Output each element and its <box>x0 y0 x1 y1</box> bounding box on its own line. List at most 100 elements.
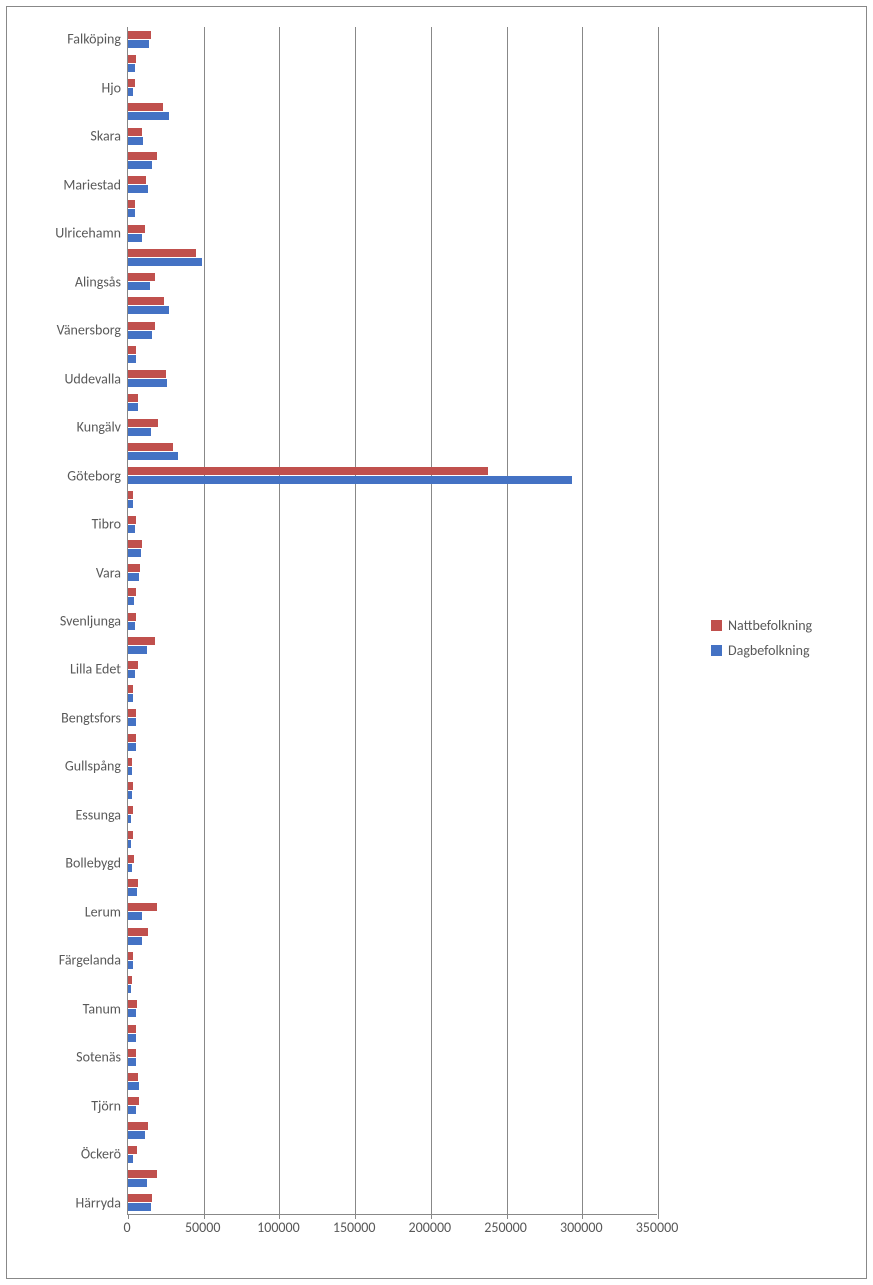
bar-dag <box>128 525 135 533</box>
y-axis-labels: FalköpingHjoSkaraMariestadUlricehamnAlin… <box>7 27 121 1215</box>
bar-natt <box>128 1025 136 1033</box>
bar-dag <box>128 646 147 654</box>
bar-natt <box>128 152 157 160</box>
x-tick-label: 0 <box>123 1219 130 1236</box>
bar-dag <box>128 331 152 339</box>
bar-natt <box>128 588 136 596</box>
chart-container: FalköpingHjoSkaraMariestadUlricehamnAlin… <box>6 6 867 1279</box>
y-tick-label: Mariestad <box>63 176 121 193</box>
bar-dag <box>128 937 142 945</box>
legend-item-dag: Dagbefolkning <box>711 642 856 659</box>
bar-natt <box>128 952 133 960</box>
y-tick-label: Svenljunga <box>60 613 121 630</box>
bar-natt <box>128 225 145 233</box>
bar-natt <box>128 1194 152 1202</box>
bar-dag <box>128 185 148 193</box>
y-tick-label: Göteborg <box>67 467 121 484</box>
bar-dag <box>128 597 134 605</box>
y-tick-label: Lerum <box>85 903 121 920</box>
bar-natt <box>128 200 135 208</box>
bar-dag <box>128 1155 133 1163</box>
y-tick-label: Kungälv <box>77 419 121 436</box>
bar-natt <box>128 1000 137 1008</box>
bar-dag <box>128 864 132 872</box>
bar-dag <box>128 670 135 678</box>
gridline <box>204 27 205 1214</box>
bar-dag <box>128 912 142 920</box>
gridline <box>431 27 432 1214</box>
bar-natt <box>128 1170 157 1178</box>
bar-natt <box>128 128 142 136</box>
bar-natt <box>128 1073 138 1081</box>
x-tick-label: 200000 <box>409 1219 452 1236</box>
bar-natt <box>128 346 136 354</box>
legend-item-natt: Nattbefolkning <box>711 617 856 634</box>
bar-dag <box>128 234 142 242</box>
gridline <box>582 27 583 1214</box>
bar-dag <box>128 137 143 145</box>
bar-dag <box>128 379 167 387</box>
legend-swatch-dag <box>711 645 722 656</box>
bar-dag <box>128 815 131 823</box>
bar-dag <box>128 743 136 751</box>
bar-dag <box>128 961 133 969</box>
bar-dag <box>128 840 131 848</box>
bar-natt <box>128 903 157 911</box>
bar-dag <box>128 694 133 702</box>
bar-natt <box>128 443 173 451</box>
bar-natt <box>128 1122 148 1130</box>
bar-natt <box>128 661 138 669</box>
bar-dag <box>128 718 136 726</box>
y-tick-label: Vara <box>96 564 121 581</box>
bar-dag <box>128 88 133 96</box>
x-tick-label: 350000 <box>636 1219 679 1236</box>
x-tick-label: 50000 <box>185 1219 220 1236</box>
y-tick-label: Tjörn <box>91 1097 121 1114</box>
bar-dag <box>128 209 135 217</box>
y-tick-label: Öckerö <box>81 1146 121 1163</box>
bar-natt <box>128 1049 136 1057</box>
bar-natt <box>128 31 151 39</box>
bar-dag <box>128 985 131 993</box>
bar-dag <box>128 40 149 48</box>
bar-dag <box>128 1058 136 1066</box>
bar-dag <box>128 64 135 72</box>
legend-label-dag: Dagbefolkning <box>728 642 810 659</box>
y-tick-label: Gullspång <box>65 758 121 775</box>
bar-natt <box>128 419 158 427</box>
gridline <box>355 27 356 1214</box>
bar-natt <box>128 637 155 645</box>
y-tick-label: Sotenäs <box>76 1049 121 1066</box>
bar-natt <box>128 734 136 742</box>
x-axis-labels: 0500001000001500002000002500003000003500… <box>127 1219 677 1239</box>
bar-natt <box>128 879 138 887</box>
bar-dag <box>128 1106 136 1114</box>
y-tick-label: Hjo <box>102 79 121 96</box>
bar-dag <box>128 573 139 581</box>
bar-dag <box>128 767 132 775</box>
y-tick-label: Bollebygd <box>65 855 121 872</box>
bar-dag <box>128 1203 151 1211</box>
bar-natt <box>128 782 133 790</box>
bar-natt <box>128 855 134 863</box>
bar-dag <box>128 791 132 799</box>
gridline <box>279 27 280 1214</box>
bar-natt <box>128 370 166 378</box>
y-tick-label: Ulricehamn <box>55 225 121 242</box>
bar-natt <box>128 79 135 87</box>
x-tick-label: 150000 <box>333 1219 376 1236</box>
bar-natt <box>128 322 155 330</box>
x-tick-label: 100000 <box>257 1219 300 1236</box>
bar-natt <box>128 249 196 257</box>
bar-natt <box>128 709 136 717</box>
x-tick-label: 300000 <box>560 1219 603 1236</box>
y-tick-label: Härryda <box>76 1194 122 1211</box>
y-tick-label: Skara <box>90 128 121 145</box>
bar-dag <box>128 1034 136 1042</box>
bar-natt <box>128 1146 137 1154</box>
y-tick-label: Vänersborg <box>57 322 121 339</box>
bar-dag <box>128 622 135 630</box>
y-tick-label: Falköping <box>67 31 121 48</box>
y-tick-label: Essunga <box>75 806 121 823</box>
bar-natt <box>128 613 136 621</box>
